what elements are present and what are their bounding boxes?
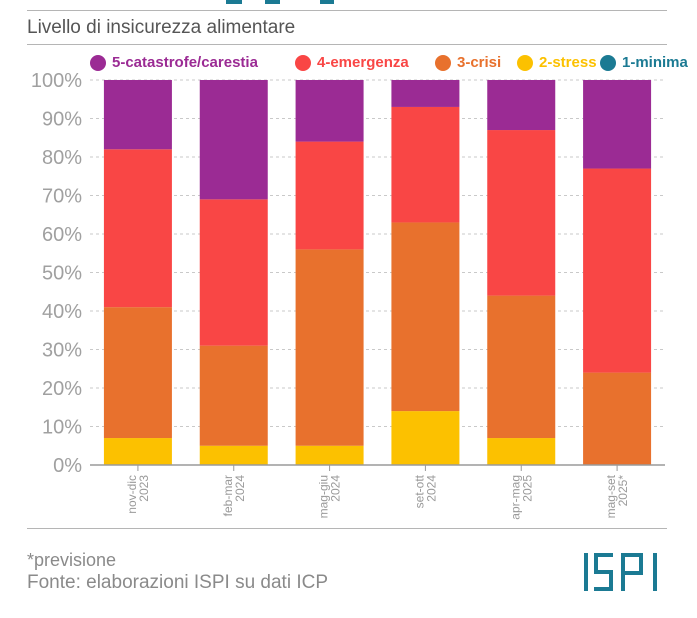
bar-segment <box>199 445 268 465</box>
bar-segment <box>295 141 364 250</box>
bar-segment <box>487 295 556 439</box>
legend-label: 5-catastrofe/carestia <box>112 54 258 71</box>
legend-label: 2-stress <box>539 54 597 71</box>
y-tick-label: 70% <box>42 186 82 208</box>
chart-legend: 5-catastrofe/carestia 4-emergenza 3-crisi 2… <box>90 52 688 78</box>
bar-segment <box>391 411 460 465</box>
cropped-title-fragment <box>226 0 242 4</box>
x-tick-label: 2023 <box>137 475 151 502</box>
x-tick-label: apr-mag <box>508 475 522 520</box>
bar-segment <box>391 222 460 412</box>
bar-segment <box>103 438 172 465</box>
legend-item: 4-emergenza <box>295 54 409 71</box>
bar-segment <box>583 168 652 373</box>
x-tick-label: 2025 <box>520 475 534 502</box>
x-tick-label: 2024 <box>233 475 247 502</box>
y-tick-label: 100% <box>31 70 82 92</box>
bar-segment <box>295 249 364 446</box>
bar-segment <box>487 130 556 296</box>
chart-subtitle: Livello di insicurezza alimentare <box>27 17 296 38</box>
y-tick-label: 0% <box>53 455 82 477</box>
bar-segment <box>391 106 460 223</box>
subtitle-divider <box>27 44 667 45</box>
bar-segment <box>487 80 556 131</box>
legend-swatch <box>517 54 533 71</box>
bar-segment <box>199 80 268 200</box>
x-tick-label: feb-mar <box>221 475 235 516</box>
legend-swatch <box>90 54 106 71</box>
y-tick-label: 60% <box>42 224 82 246</box>
bar-segment <box>199 345 268 446</box>
bar-segment <box>391 80 460 107</box>
legend-label: 1-minima <box>622 54 688 71</box>
legend-label: 3-crisi <box>457 54 502 71</box>
y-tick-label: 90% <box>42 109 82 131</box>
bar-segment <box>487 438 556 465</box>
legend-item: 5-catastrofe/carestia <box>90 54 258 71</box>
x-tick-label: nov-dic <box>125 475 139 514</box>
y-tick-label: 30% <box>42 340 82 362</box>
y-tick-label: 50% <box>42 263 82 285</box>
bar-segment <box>295 445 364 465</box>
source-note: Fonte: elaborazioni ISPI su dati ICP <box>27 572 328 593</box>
x-tick-label: mag-giu <box>317 475 331 518</box>
cropped-title-fragment <box>320 0 334 4</box>
legend-item: 1-minima <box>600 54 688 71</box>
footer-divider <box>27 528 667 529</box>
x-tick-label: 2024 <box>424 475 438 502</box>
legend-swatch <box>600 54 616 71</box>
bar-segment <box>103 307 172 439</box>
bar-segment <box>103 149 172 308</box>
y-tick-label: 10% <box>42 417 82 439</box>
stacked-bar-chart: 0% 10% 20% 30% 40% 50% 60% 70% 80% 90% 100% nov-dic… <box>31 70 665 520</box>
legend-item: 3-crisi <box>435 54 501 71</box>
top-divider <box>27 10 667 11</box>
x-tick-label: set-ott <box>412 474 426 508</box>
legend-label: 4-emergenza <box>317 54 409 71</box>
footnote: *previsione <box>27 550 117 570</box>
legend-swatch <box>295 54 311 71</box>
bar-segment <box>295 80 364 142</box>
ispi-logo <box>584 553 657 591</box>
bar-segment <box>199 199 268 346</box>
x-tick-label: mag-set <box>604 474 618 518</box>
y-tick-label: 40% <box>42 301 82 323</box>
bar-segment <box>583 80 652 169</box>
legend-item: 2-stress <box>517 54 597 71</box>
cropped-title-fragment <box>265 0 280 4</box>
legend-swatch <box>435 54 451 71</box>
bar-segment <box>103 80 172 150</box>
y-tick-label: 20% <box>42 378 82 400</box>
y-tick-label: 80% <box>42 147 82 169</box>
x-tick-label: 2024 <box>329 475 343 502</box>
x-tick-label: 2025* <box>616 475 630 507</box>
bar-segment <box>583 372 652 465</box>
